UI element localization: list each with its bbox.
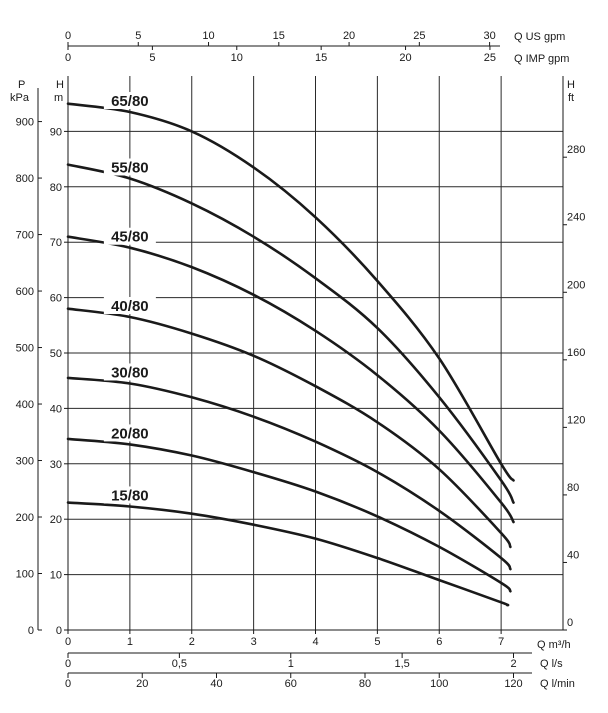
tick-label-impgpm: 15: [315, 52, 327, 64]
axis-label-m-unit: m: [54, 92, 63, 104]
tick-label-m: 50: [50, 348, 62, 360]
series-label-55-80: 55/80: [111, 159, 149, 176]
tick-label-kpa: 600: [16, 286, 34, 298]
series-label-bg: [103, 158, 156, 176]
tick-label-ft: 200: [567, 279, 585, 291]
tick-label-lmin: 100: [430, 678, 448, 690]
axis-label-h-left: H: [56, 79, 64, 91]
tick-label-ls: 0,5: [172, 658, 187, 670]
tick-label-usgpm: 25: [413, 30, 425, 42]
tick-label-usgpm: 20: [343, 30, 355, 42]
tick-label-ls: 1: [288, 658, 294, 670]
grid: [68, 76, 563, 630]
series-curve-55-80: [66, 163, 515, 504]
tick-label-lmin: 60: [285, 678, 297, 690]
series-label-bg: [103, 363, 156, 381]
tick-label-kpa: 500: [16, 343, 34, 355]
tick-label-ft: 120: [567, 414, 585, 426]
series-label-30-80: 30/80: [111, 364, 149, 381]
tick-label-m: 70: [50, 237, 62, 249]
tick-label-usgpm: 5: [135, 30, 141, 42]
series-curve-15-80: [66, 501, 510, 607]
tick-label-ft: 40: [567, 549, 579, 561]
axis-label-lmin: Q l/min: [540, 678, 575, 690]
tick-label-m: 10: [50, 570, 62, 582]
series-curve-40-80: [66, 307, 512, 549]
tick-label-m: 20: [50, 514, 62, 526]
tick-label-ft: 0: [567, 617, 573, 629]
tick-label-m: 60: [50, 293, 62, 305]
axis-label-impgpm: Q IMP gpm: [514, 53, 569, 65]
series-label-65-80: 65/80: [111, 93, 149, 110]
tick-label-m: 90: [50, 126, 62, 138]
tick-label-impgpm: 20: [399, 52, 411, 64]
tick-label-kpa: 400: [16, 399, 34, 411]
tick-label-m: 40: [50, 403, 62, 415]
tick-label-usgpm: 15: [273, 30, 285, 42]
series-label-15-80: 15/80: [111, 487, 149, 504]
series-curves: [66, 102, 515, 607]
tick-label-m3h: 3: [251, 636, 257, 648]
tick-label-m3h: 2: [189, 636, 195, 648]
tick-label-lmin: 20: [136, 678, 148, 690]
axes: 0102030405060708090Hm0100200300400500600…: [10, 30, 585, 690]
tick-label-kpa: 100: [16, 569, 34, 581]
tick-label-m3h: 5: [374, 636, 380, 648]
axis-label-ft-unit: ft: [568, 92, 574, 104]
tick-label-impgpm: 5: [149, 52, 155, 64]
axis-label-p: P: [18, 79, 25, 91]
tick-label-ls: 0: [65, 658, 71, 670]
tick-label-lmin: 120: [504, 678, 522, 690]
tick-label-m3h: 4: [312, 636, 318, 648]
axis-label-usgpm: Q US gpm: [514, 31, 565, 43]
tick-label-m3h: 0: [65, 636, 71, 648]
series-label-45-80: 45/80: [111, 229, 149, 246]
tick-label-usgpm: 30: [483, 30, 495, 42]
tick-label-kpa: 300: [16, 456, 34, 468]
tick-label-ft: 280: [567, 144, 585, 156]
tick-label-m3h: 1: [127, 636, 133, 648]
tick-label-m3h: 6: [436, 636, 442, 648]
tick-label-ft: 160: [567, 347, 585, 359]
tick-label-ft: 240: [567, 212, 585, 224]
tick-label-kpa: 900: [16, 117, 34, 129]
series-label-20-80: 20/80: [111, 425, 149, 442]
tick-label-impgpm: 10: [231, 52, 243, 64]
axis-label-kpa-unit: kPa: [10, 92, 30, 104]
series-curve-45-80: [66, 235, 515, 524]
series-label-40-80: 40/80: [111, 298, 149, 315]
axis-label-h-right: H: [567, 79, 575, 91]
series-labels: 65/80 55/80 45/80 40/80 30/80 20/80 15/80: [103, 92, 156, 504]
series-label-bg: [103, 296, 156, 314]
tick-label-m3h: 7: [498, 636, 504, 648]
tick-label-lmin: 40: [210, 678, 222, 690]
tick-label-m: 0: [56, 625, 62, 637]
series-label-bg: [103, 486, 156, 504]
tick-label-lmin: 0: [65, 678, 71, 690]
tick-label-lmin: 80: [359, 678, 371, 690]
tick-label-m: 80: [50, 182, 62, 194]
tick-label-usgpm: 10: [202, 30, 214, 42]
tick-label-impgpm: 25: [484, 52, 496, 64]
tick-label-impgpm: 0: [65, 52, 71, 64]
series-label-bg: [103, 92, 156, 110]
tick-label-ls: 2: [510, 658, 516, 670]
tick-label-usgpm: 0: [65, 30, 71, 42]
tick-label-ls: 1,5: [394, 658, 409, 670]
tick-label-kpa: 200: [16, 512, 34, 524]
tick-label-kpa: 700: [16, 230, 34, 242]
tick-label-kpa: 800: [16, 173, 34, 185]
tick-label-kpa: 0: [28, 625, 34, 637]
tick-label-m: 30: [50, 459, 62, 471]
tick-label-ft: 80: [567, 482, 579, 494]
series-curve-20-80: [66, 437, 512, 593]
series-curve-65-80: [66, 102, 515, 482]
series-label-bg: [103, 424, 156, 442]
series-curve-30-80: [66, 376, 512, 571]
axis-label-ls: Q l/s: [540, 658, 563, 670]
axis-label-m3h: Q m³/h: [537, 639, 571, 651]
series-label-bg: [103, 227, 156, 245]
